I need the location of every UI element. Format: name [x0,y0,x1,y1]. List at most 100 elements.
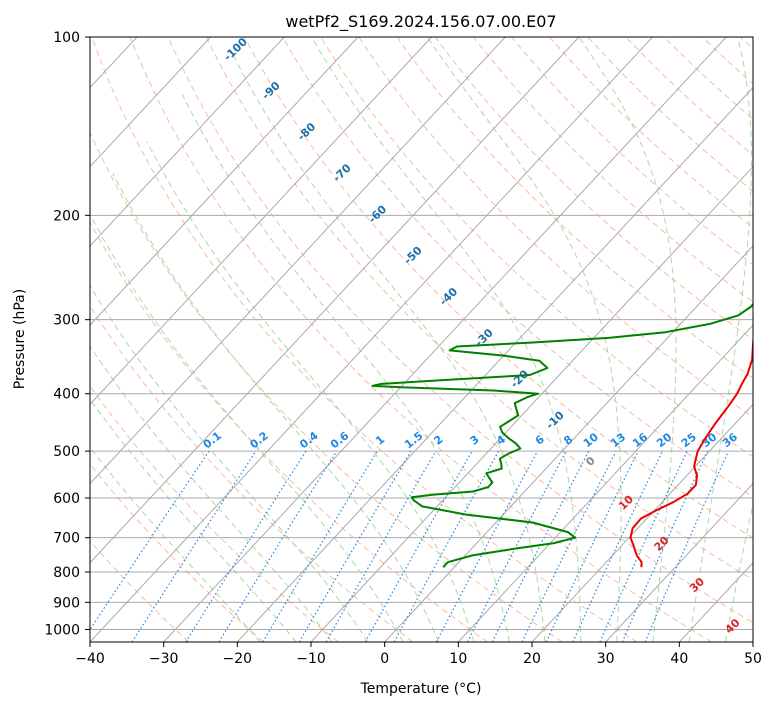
mixing-ratio-line [131,450,257,642]
isotherm-line [752,641,753,642]
isotherm-line [90,37,580,564]
moist-adiabat-line [725,501,753,642]
dry-adiabat-line [434,37,753,341]
moist-adiabat-line [90,284,369,642]
isotherm-line [90,37,285,247]
mixing-ratio-label: 8 [561,433,575,448]
isotherm-label: -50 [401,244,425,267]
x-tick-label: 0 [380,651,389,667]
y-tick-label: 900 [53,595,80,611]
isotherm-line [384,245,753,642]
x-tick-label: −10 [296,651,326,667]
y-tick-label: 700 [53,531,80,547]
y-tick-label: 800 [53,565,80,581]
mixing-ratio-line [90,450,210,631]
y-tick-label: 600 [53,491,80,507]
isotherm-line [457,324,753,642]
moist-adiabat-line [90,345,333,642]
moist-adiabat-line [181,94,510,642]
grid-layer [0,37,775,642]
plot-frame [89,36,754,643]
line-label-layer: 0.1 0.2 0.4 0.6 1 1.5 2 3 4 6 8 10 13 16 20 25 30 36-100-… [201,37,743,636]
mixing-ratio-line [644,450,729,642]
x-tick-label: −20 [223,651,253,667]
x-tick-label: 40 [670,651,688,667]
isotherm-label: -20 [508,367,532,390]
isotherm-label: 40 [723,616,743,636]
dry-adiabat-line [90,305,414,642]
dry-adiabat-line [91,37,638,642]
y-tick-label: 1000 [44,622,80,638]
moist-adiabat-line [90,398,297,642]
isotherm-line [90,37,359,326]
dewpoint-profile-line [371,302,753,568]
y-tick-label: 500 [53,444,80,460]
mixing-ratio-label: 0.2 [247,429,270,451]
mixing-ratio-line [393,450,500,642]
y-tick-label: 200 [53,208,80,224]
mixing-ratio-label: 1.5 [402,429,425,451]
mixing-ratio-label: 0.4 [297,429,321,451]
mixing-ratio-label: 0.6 [328,429,352,451]
dry-adiabat-line [90,540,190,642]
x-tick-label: −40 [75,651,105,667]
dry-adiabat-line [205,37,753,581]
isotherm-label: 10 [616,492,636,512]
isotherm-label: -70 [330,161,354,184]
mixing-ratio-line [185,450,307,642]
dry-adiabat-line [90,131,563,642]
mixing-ratio-line [435,450,539,642]
mixing-ratio-label: 1 [373,433,387,448]
x-tick-label: 10 [449,651,467,667]
isotherm-label: 0 [583,454,598,469]
dry-adiabat-line [320,37,753,458]
mixing-ratio-label: 0.1 [201,429,224,451]
moist-adiabat-line [578,37,677,642]
moist-adiabat-line [230,49,546,642]
temperature-profile-line [629,334,753,568]
x-axis-label: Temperature (°C) [360,681,482,697]
mixing-ratio-line [572,450,664,642]
isotherm-line [163,37,727,642]
isotherm-label: -40 [437,285,461,308]
mixing-ratio-line [521,450,617,642]
isotherm-label: -80 [295,120,319,143]
chart-title: wetPf2_S169.2024.156.07.00.E07 [285,12,556,32]
mixing-ratio-line [599,450,688,642]
x-tick-label: 50 [744,651,762,667]
y-tick-label: 400 [53,387,80,403]
isotherm-line [531,403,753,642]
mixing-ratio-label: 10 [581,430,601,450]
dry-adiabat-line [90,463,264,642]
dry-adiabat-line [663,37,753,120]
isotherm-label: 20 [652,534,672,554]
isotherm-line [90,37,653,642]
x-tick-label: 20 [523,651,541,667]
moist-adiabat-line [762,37,775,642]
moist-adiabat-line [90,213,404,642]
x-tick-label: 30 [597,651,615,667]
dry-adiabat-line [167,37,753,624]
mixing-ratio-line [364,450,473,642]
mixing-ratio-label: 16 [630,430,650,450]
isotherm-label: 30 [687,575,707,595]
moist-adiabat-line [146,141,475,642]
isotherm-line [90,37,432,406]
isotherm-line [0,37,63,642]
y-tick-label: 300 [53,313,80,329]
dry-adiabat-line [396,37,753,379]
moist-adiabat-line [90,446,261,642]
mixing-ratio-line [491,450,590,642]
dry-adiabat-line [511,37,753,266]
mixing-ratio-label: 25 [679,430,699,450]
moist-adiabat-line [688,37,752,642]
mixing-ratio-label: 36 [720,430,740,450]
mixing-ratio-line [218,450,338,642]
y-axis-label: Pressure (hPa) [12,289,28,389]
series-layer [371,302,753,568]
y-tick-label: 100 [53,30,80,46]
mixing-ratio-label: 3 [468,433,482,448]
dry-adiabat-line [244,37,753,539]
mixing-ratio-label: 13 [608,430,628,450]
